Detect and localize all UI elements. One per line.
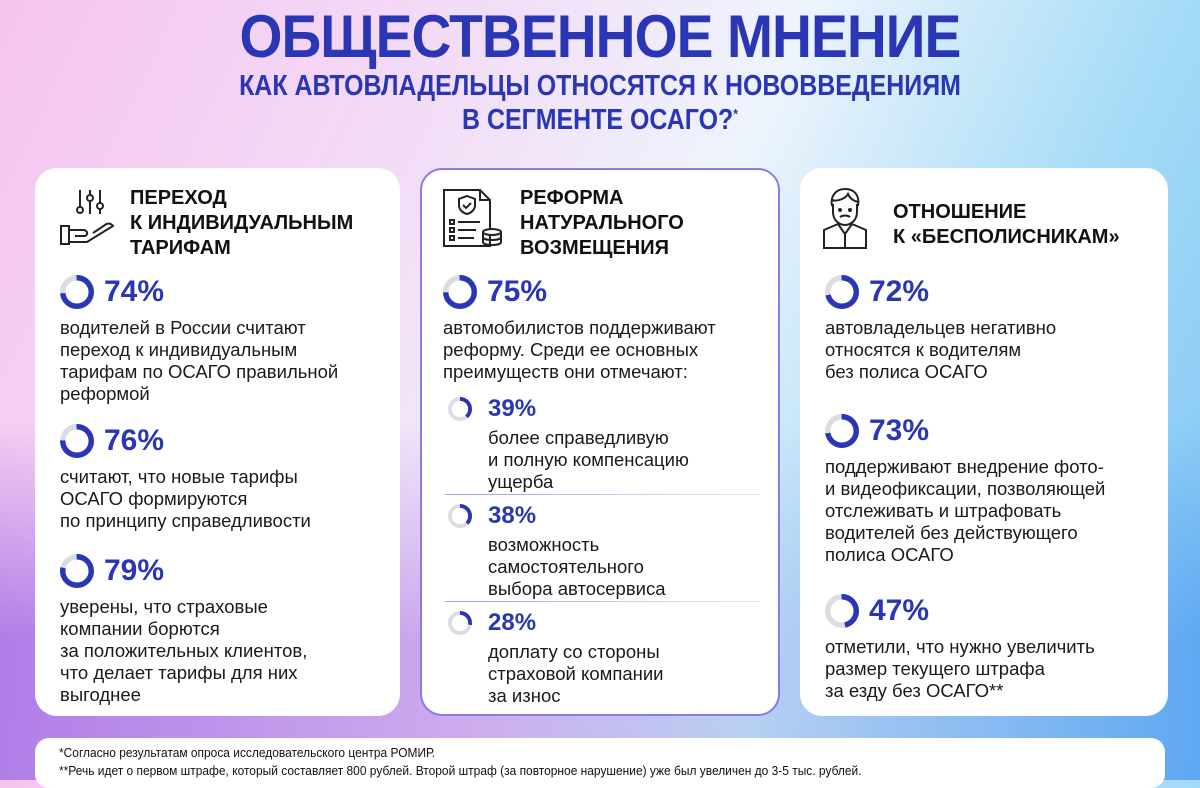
- stat-item: 39% более справедливую и полную компенсац…: [448, 395, 689, 493]
- progress-ring-icon: [60, 554, 94, 588]
- ring-fill: [60, 424, 94, 458]
- stat-text: уверены, что страховые компании борются …: [60, 596, 308, 705]
- stat-value: 47%: [869, 594, 930, 627]
- card-heading: РЕФОРМА НАТУРАЛЬНОГО ВОЗМЕЩЕНИЯ: [520, 187, 684, 259]
- stat-text: автомобилистов поддерживают реформу. Сре…: [443, 317, 716, 382]
- stat-text: более справедливую и полную компенсацию …: [488, 427, 689, 492]
- stat-item: 38% возможность самостоятельного выбора а…: [448, 502, 666, 600]
- card-individual-tariffs: [35, 168, 400, 716]
- stat-item: 76% считают, что новые тарифы ОСАГО форми…: [60, 424, 311, 532]
- upset-person-icon: [823, 187, 867, 249]
- progress-ring-icon: [448, 504, 472, 528]
- stat-value: 79%: [104, 554, 165, 587]
- progress-ring-icon: [825, 275, 859, 309]
- footnote-1: *Согласно результатам опроса исследовате…: [59, 745, 436, 760]
- ring-fill: [448, 397, 472, 421]
- stat-value: 28%: [488, 609, 537, 636]
- stat-item: 79% уверены, что страховые компании борют…: [60, 554, 307, 706]
- stat-item: 73% поддерживают внедрение фото- и видеоф…: [825, 414, 1105, 566]
- stat-item: 28% доплату со стороны страховой компании…: [448, 609, 664, 707]
- stat-value: 75%: [487, 275, 548, 308]
- ring-fill: [60, 275, 94, 309]
- stat-text: доплату со стороны страховой компании за…: [488, 641, 664, 706]
- footnotes: *Согласно результатам опроса исследовате…: [35, 738, 1165, 788]
- card-heading: ОТНОШЕНИЕ К «БЕСПОЛИСНИКАМ»: [893, 201, 1120, 248]
- subtitle-line-1: КАК АВТОВЛАДЕЛЬЦЫ ОТНОСЯТСЯ К НОВОВВЕДЕН…: [239, 70, 961, 102]
- stat-text: возможность самостоятельного выбора авто…: [488, 534, 666, 599]
- stat-item: 72% автовладельцев негативно относятся к …: [825, 275, 1056, 383]
- subtitle-line-2: В СЕГМЕНТЕ ОСАГО?*: [84, 104, 1116, 137]
- card-heading: ПЕРЕХОД К ИНДИВИДУАЛЬНЫМ ТАРИФАМ: [130, 187, 354, 259]
- ring-fill: [60, 554, 94, 588]
- stat-value: 72%: [869, 275, 930, 308]
- footnote-mark: *: [733, 105, 738, 122]
- ring-fill: [825, 414, 859, 448]
- footnote-2: **Речь идет о первом штрафе, который сос…: [59, 763, 862, 778]
- stat-text: считают, что новые тарифы ОСАГО формирую…: [60, 466, 311, 531]
- stat-text: автовладельцев негативно относятся к вод…: [825, 317, 1057, 382]
- ring-fill: [825, 594, 859, 628]
- progress-ring-icon: [60, 424, 94, 458]
- divider: [445, 601, 760, 602]
- ring-fill: [443, 275, 477, 309]
- ring-fill: [448, 611, 472, 635]
- stat-value: 74%: [104, 275, 165, 308]
- insurance-document-icon: [443, 189, 502, 247]
- ring-fill: [448, 504, 472, 528]
- stat-value: 38%: [488, 502, 537, 529]
- progress-ring-icon: [443, 275, 477, 309]
- card-uninsured-drivers: [800, 168, 1168, 716]
- stat-item: 75% автомобилистов поддерживают реформу. …: [443, 275, 716, 383]
- progress-ring-icon: [448, 611, 472, 635]
- card-natural-compensation: [420, 168, 780, 716]
- stat-value: 39%: [488, 395, 537, 422]
- divider: [445, 494, 760, 495]
- stat-text: поддерживают внедрение фото- и видеофикс…: [825, 456, 1106, 565]
- hand-sliders-icon: [60, 190, 115, 245]
- stat-item: 74% водителей в России считают переход к …: [60, 275, 338, 405]
- progress-ring-icon: [825, 414, 859, 448]
- stat-value: 73%: [869, 414, 930, 447]
- progress-ring-icon: [448, 397, 472, 421]
- progress-ring-icon: [60, 275, 94, 309]
- subtitle-text: В СЕГМЕНТЕ ОСАГО?: [462, 104, 734, 136]
- progress-ring-icon: [825, 594, 859, 628]
- stat-text: отметили, что нужно увеличить размер тек…: [825, 636, 1095, 701]
- page-title: ОБЩЕСТВЕННОЕ МНЕНИЕ: [239, 3, 962, 70]
- stat-text: водителей в России считают переход к инд…: [60, 317, 339, 404]
- stat-item: 47% отметили, что нужно увеличить размер …: [825, 594, 1095, 702]
- stat-value: 76%: [104, 424, 165, 457]
- ring-fill: [825, 275, 859, 309]
